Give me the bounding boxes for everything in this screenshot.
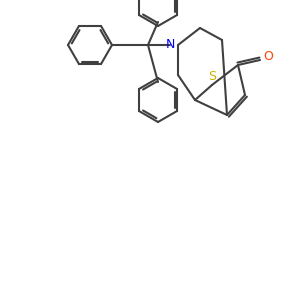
Text: O: O: [263, 50, 273, 64]
Text: S: S: [208, 70, 216, 83]
Text: N: N: [165, 38, 175, 52]
